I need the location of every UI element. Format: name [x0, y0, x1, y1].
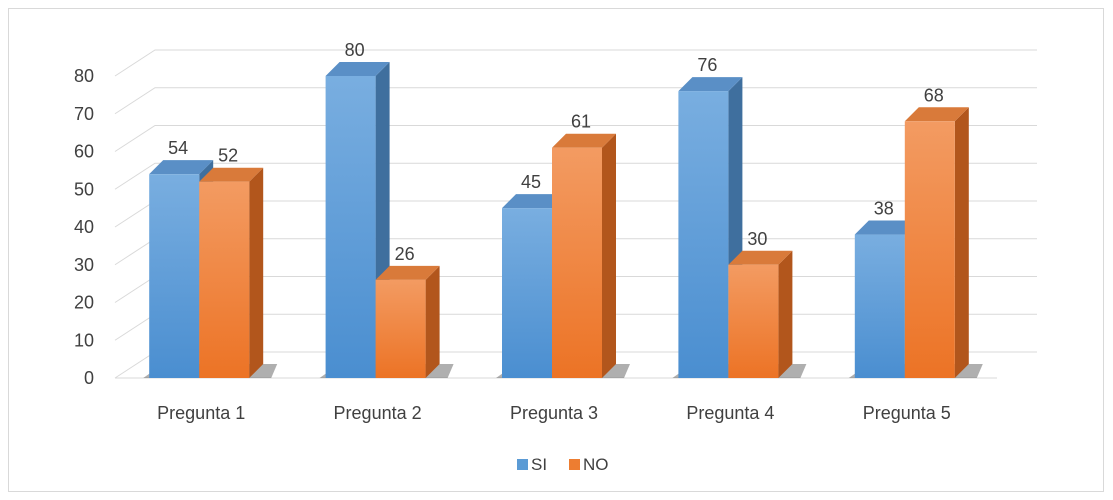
- bar-top: [502, 194, 566, 209]
- data-label: 30: [747, 229, 767, 249]
- bar-top: [552, 133, 616, 148]
- bar-front: [375, 279, 426, 378]
- y-tick-label: 0: [84, 368, 94, 388]
- bar-top: [149, 160, 214, 175]
- y-tick-label: 60: [74, 142, 94, 162]
- bar-no-5: [904, 107, 969, 379]
- bars: [149, 62, 969, 379]
- bar-top: [854, 220, 919, 235]
- bar-front: [728, 264, 779, 378]
- data-label: 26: [395, 244, 415, 264]
- legend-item-si: SI: [517, 455, 547, 474]
- bar-side: [778, 250, 793, 378]
- bar-front: [854, 234, 905, 378]
- bar-top: [199, 167, 264, 182]
- y-axis: 0 10 20 30 40 50 60 70 80: [74, 66, 94, 388]
- legend-item-no: NO: [569, 455, 609, 474]
- bar-side: [954, 107, 969, 379]
- bar-no-1: [199, 167, 264, 378]
- bar-top: [375, 265, 440, 280]
- x-axis: Pregunta 1 Pregunta 2 Pregunta 3 Pregunta 4…: [157, 403, 951, 423]
- y-tick-label: 80: [74, 66, 94, 86]
- bar-no-2: [375, 265, 440, 378]
- legend-label: SI: [531, 455, 547, 474]
- y-tick-label: 10: [74, 330, 94, 350]
- x-tick-label: Pregunta 3: [510, 403, 598, 423]
- y-tick-label: 50: [74, 179, 94, 199]
- data-labels: 54 52 80 26 45 61 76 30 38 68: [168, 40, 944, 264]
- bar-no-4: [728, 250, 793, 378]
- data-label: 61: [571, 112, 591, 132]
- x-tick-label: Pregunta 1: [157, 403, 245, 423]
- bar-front: [552, 147, 602, 378]
- bar-front: [904, 121, 955, 379]
- bar-side: [249, 167, 264, 378]
- data-label: 52: [218, 146, 238, 166]
- x-tick-label: Pregunta 4: [686, 403, 774, 423]
- bar-top: [325, 62, 390, 76]
- gridline-80: [114, 49, 1037, 77]
- bar-top: [728, 250, 793, 265]
- y-tick-label: 20: [74, 293, 94, 313]
- data-label: 80: [345, 40, 365, 60]
- data-label: 68: [924, 85, 944, 105]
- gridline-50: [114, 162, 1037, 190]
- y-tick-label: 70: [74, 104, 94, 124]
- gridline-60: [114, 125, 1037, 152]
- data-label: 45: [521, 172, 541, 192]
- bar-side: [602, 133, 616, 378]
- legend-label: NO: [583, 455, 609, 474]
- y-tick-label: 40: [74, 217, 94, 237]
- x-tick-label: Pregunta 5: [863, 403, 951, 423]
- bar-no-3: [552, 133, 616, 378]
- y-tick-label: 30: [74, 255, 94, 275]
- data-label: 54: [168, 138, 188, 158]
- bar-front: [678, 91, 729, 378]
- bar-side: [425, 265, 440, 378]
- bar-top: [678, 77, 743, 92]
- gridline-70: [114, 87, 1037, 115]
- bar-front: [502, 208, 552, 378]
- data-label: 38: [874, 199, 894, 219]
- bar-front: [325, 76, 376, 378]
- bar-front: [199, 181, 250, 378]
- legend-swatch: [569, 459, 580, 470]
- data-label: 76: [697, 55, 717, 75]
- legend-swatch: [517, 459, 528, 470]
- legend: SI NO: [517, 455, 609, 474]
- bar-front: [149, 174, 200, 378]
- bar-top: [904, 107, 969, 122]
- x-tick-label: Pregunta 2: [334, 403, 422, 423]
